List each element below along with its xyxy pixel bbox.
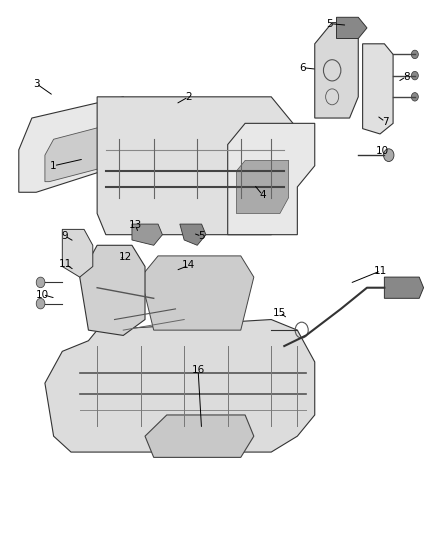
- Text: 10: 10: [376, 147, 389, 157]
- Text: 3: 3: [33, 78, 39, 88]
- Text: 12: 12: [119, 252, 132, 262]
- Text: 6: 6: [299, 63, 306, 72]
- Polygon shape: [62, 229, 93, 277]
- Text: 7: 7: [382, 117, 389, 127]
- Text: 13: 13: [129, 220, 142, 230]
- Circle shape: [411, 71, 418, 80]
- Text: 5: 5: [327, 19, 333, 29]
- Circle shape: [411, 93, 418, 101]
- Circle shape: [411, 50, 418, 59]
- Text: 15: 15: [273, 308, 286, 318]
- Text: 16: 16: [191, 365, 205, 375]
- Polygon shape: [132, 224, 162, 245]
- Circle shape: [384, 149, 394, 161]
- Polygon shape: [315, 22, 358, 118]
- Text: 14: 14: [182, 261, 195, 270]
- Text: 9: 9: [61, 231, 68, 241]
- Text: 2: 2: [185, 92, 192, 102]
- Polygon shape: [45, 123, 119, 182]
- Text: 11: 11: [374, 266, 388, 276]
- Polygon shape: [45, 319, 315, 452]
- Text: 4: 4: [259, 190, 266, 200]
- Polygon shape: [385, 277, 424, 298]
- Text: 1: 1: [50, 161, 57, 171]
- Circle shape: [36, 298, 45, 309]
- Polygon shape: [80, 245, 145, 335]
- Polygon shape: [97, 97, 293, 235]
- Polygon shape: [336, 17, 367, 38]
- Text: 5: 5: [198, 231, 205, 241]
- Polygon shape: [180, 224, 206, 245]
- Text: 8: 8: [403, 71, 410, 82]
- Polygon shape: [363, 44, 393, 134]
- Polygon shape: [141, 256, 254, 330]
- Polygon shape: [145, 415, 254, 457]
- Text: 10: 10: [36, 289, 49, 300]
- Circle shape: [36, 277, 45, 288]
- Text: 11: 11: [59, 260, 72, 269]
- Polygon shape: [228, 123, 315, 235]
- Polygon shape: [237, 160, 289, 214]
- Polygon shape: [19, 97, 132, 192]
